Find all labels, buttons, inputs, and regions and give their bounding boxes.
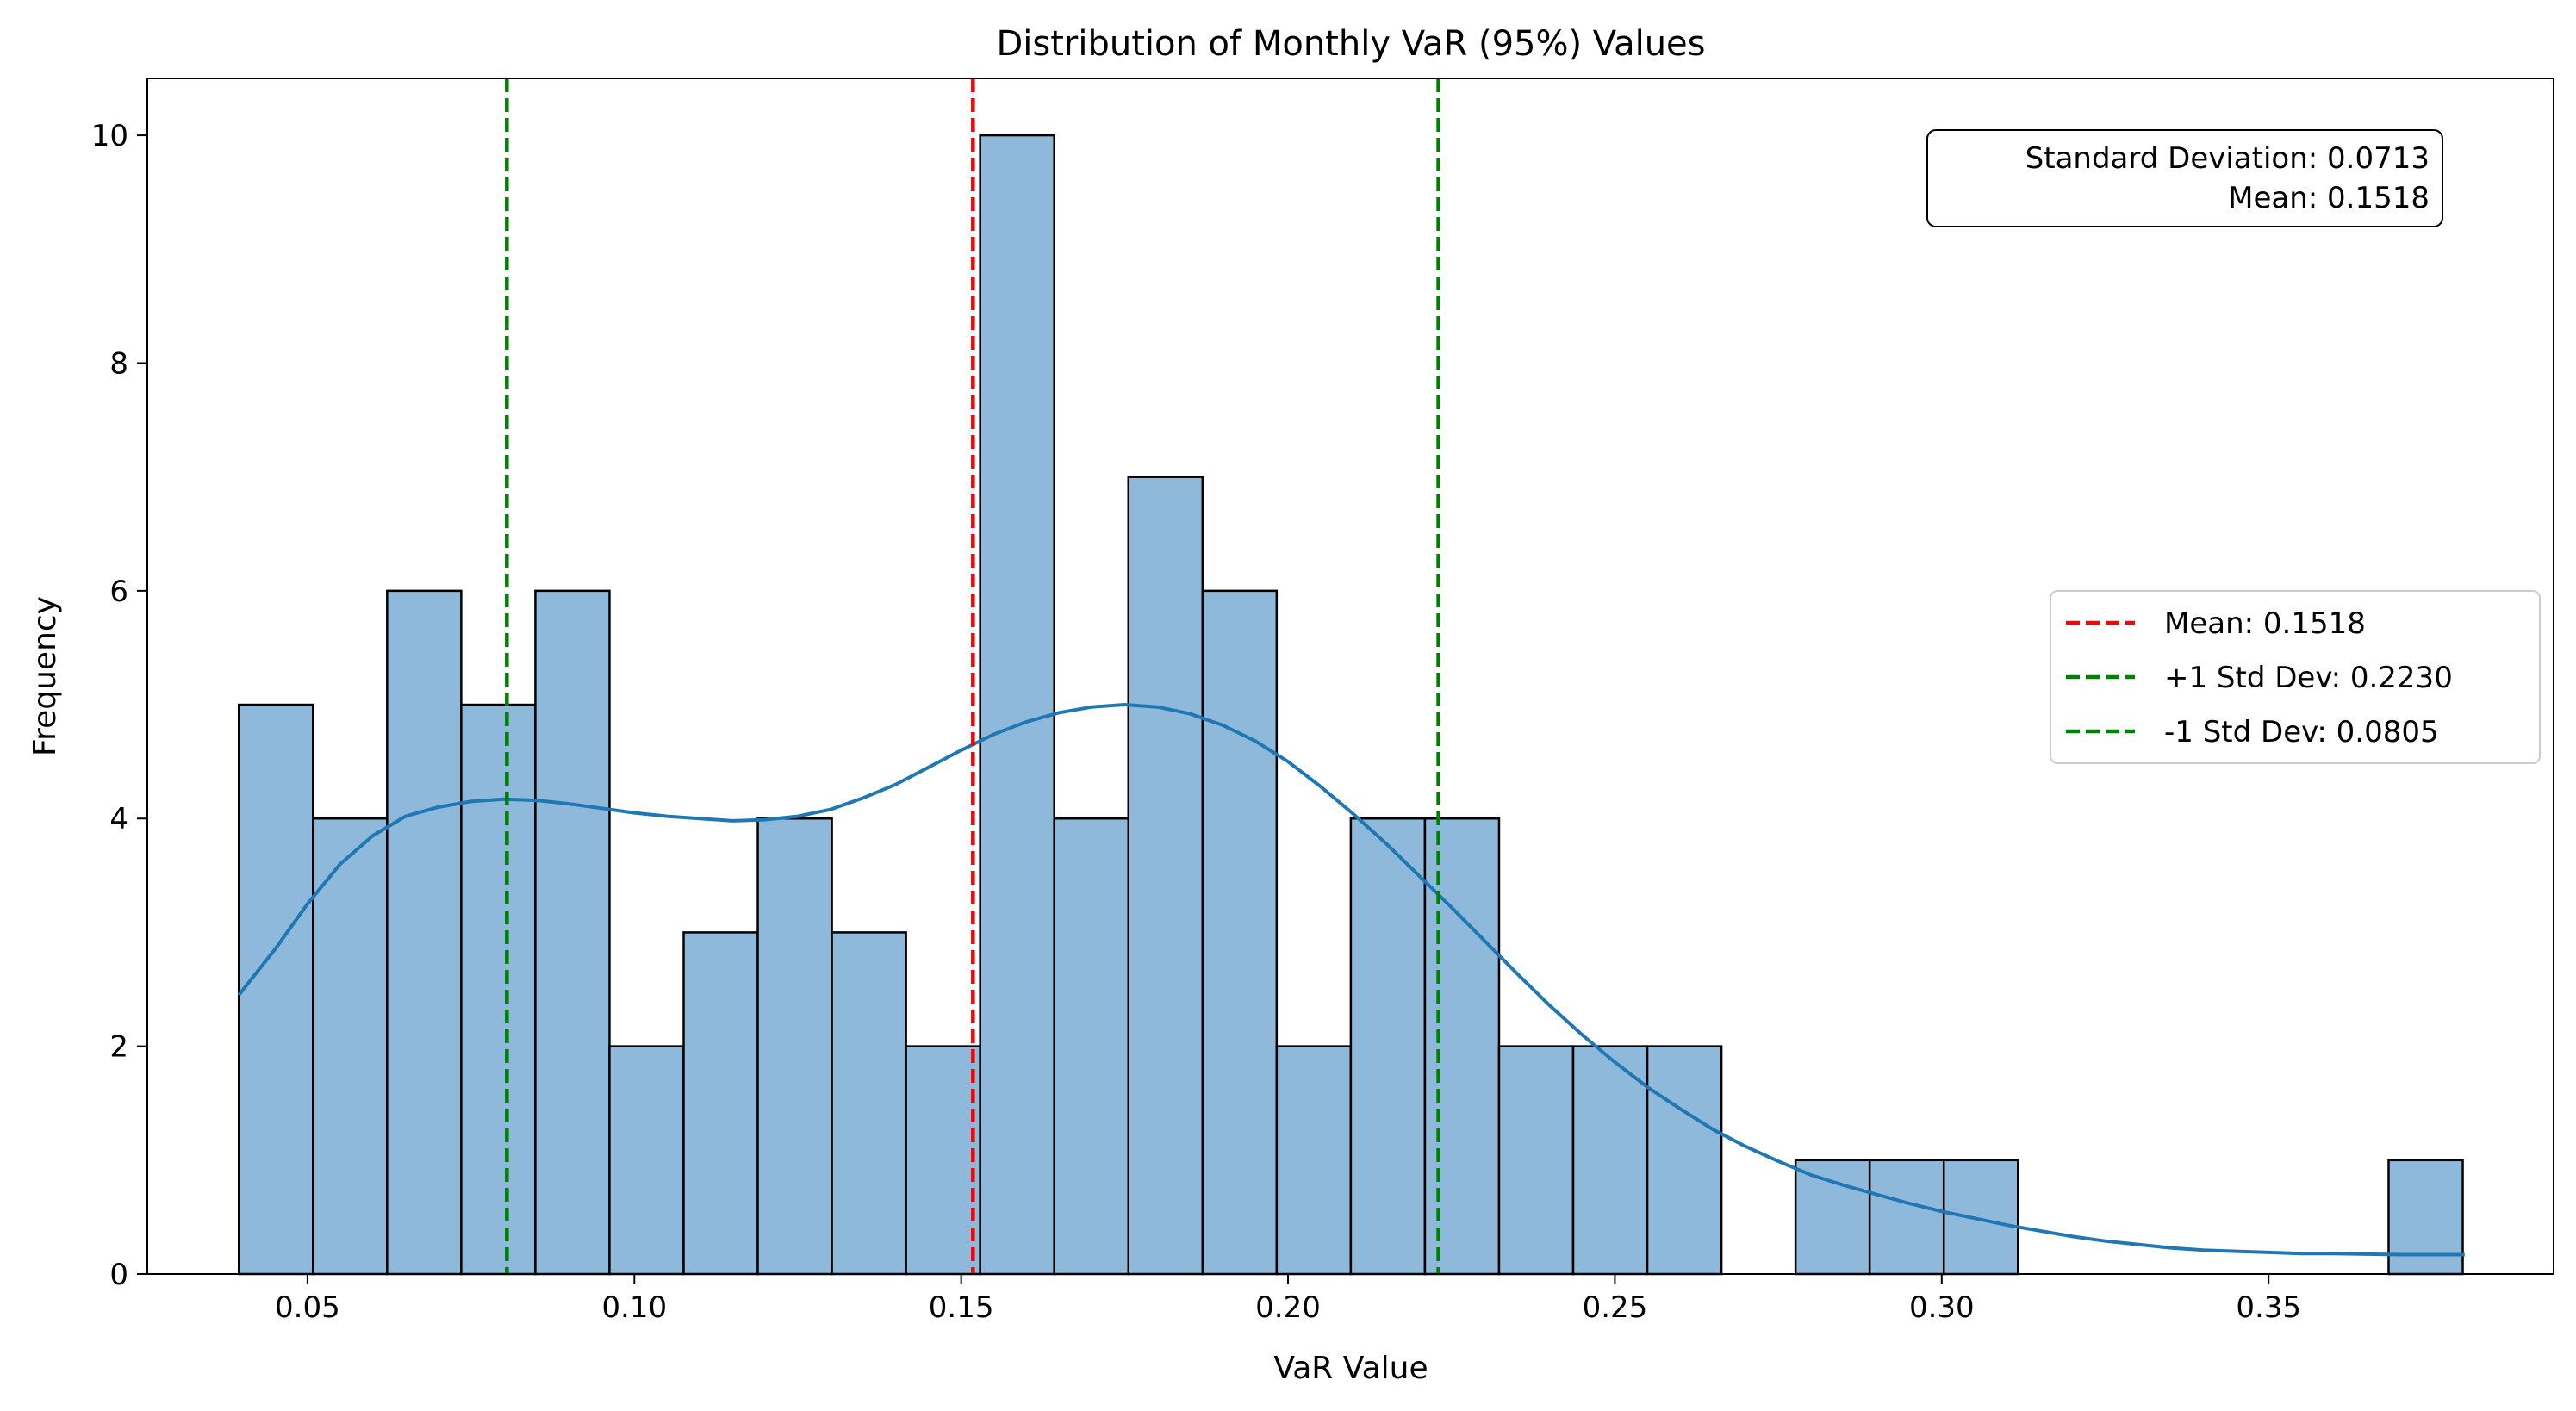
histogram-bar bbox=[534, 589, 611, 1276]
histogram-bar bbox=[1275, 1045, 1353, 1276]
histogram-bar bbox=[312, 817, 389, 1276]
histogram-bar bbox=[682, 931, 759, 1276]
x-tick-label: 0.05 bbox=[275, 1290, 340, 1325]
x-tick-label: 0.10 bbox=[601, 1290, 667, 1325]
x-tick-label: 0.20 bbox=[1255, 1290, 1321, 1325]
y-axis-label: Frequency bbox=[28, 596, 63, 756]
y-tick-label: 2 bbox=[109, 1030, 128, 1065]
reference-lines bbox=[505, 78, 1440, 1274]
histogram-bar bbox=[1423, 817, 1501, 1276]
histogram-bar bbox=[1942, 1159, 2019, 1276]
histogram-bar bbox=[608, 1045, 685, 1276]
legend-label: -1 Std Dev: 0.0805 bbox=[2164, 715, 2439, 749]
chart-title: Distribution of Monthly VaR (95%) Values bbox=[996, 24, 1705, 64]
histogram-bar bbox=[831, 931, 907, 1276]
stats-mean-text: Mean: 0.1518 bbox=[2228, 181, 2430, 215]
x-tick-label: 0.25 bbox=[1583, 1290, 1648, 1325]
x-axis-ticks: 0.05 0.10 0.15 0.20 0.25 0.30 0.35 bbox=[275, 1274, 2301, 1325]
x-tick-label: 0.15 bbox=[929, 1290, 994, 1325]
histogram-bar bbox=[979, 134, 1055, 1276]
histogram-bar bbox=[1349, 817, 1427, 1276]
y-tick-label: 8 bbox=[109, 346, 128, 381]
x-tick-label: 0.30 bbox=[1909, 1290, 1975, 1325]
histogram-bar bbox=[1646, 1045, 1723, 1276]
histogram-bar bbox=[1201, 589, 1279, 1276]
y-axis-ticks: 0 2 4 6 8 10 bbox=[91, 119, 147, 1292]
stats-box: Standard Deviation: 0.0713 Mean: 0.1518 bbox=[1926, 129, 2443, 227]
histogram-bar bbox=[1053, 817, 1129, 1276]
histogram-bar bbox=[756, 817, 833, 1276]
histogram-bar bbox=[905, 1045, 981, 1276]
histogram-bar bbox=[1794, 1159, 1871, 1276]
stats-box-frame bbox=[1926, 129, 2443, 227]
histogram-bar bbox=[1868, 1159, 1945, 1276]
kde-curve-group bbox=[237, 702, 2465, 1257]
plot-area-frame bbox=[146, 78, 2554, 1275]
x-tick-label: 0.35 bbox=[2236, 1290, 2301, 1325]
legend-frame bbox=[2050, 590, 2541, 764]
histogram-bar bbox=[1571, 1045, 1649, 1276]
histogram-bar bbox=[1127, 476, 1204, 1276]
y-tick-label: 4 bbox=[109, 802, 128, 836]
x-axis-label: VaR Value bbox=[1273, 1351, 1428, 1386]
y-tick-label: 10 bbox=[91, 119, 128, 153]
stats-std-dev-text: Standard Deviation: 0.0713 bbox=[2025, 141, 2430, 176]
histogram-bar bbox=[1497, 1045, 1575, 1276]
histogram-bar bbox=[386, 589, 463, 1276]
legend-label: +1 Std Dev: 0.2230 bbox=[2164, 661, 2453, 695]
legend: Mean: 0.1518 +1 Std Dev: 0.2230 -1 Std Dev… bbox=[2050, 590, 2541, 764]
histogram-bars bbox=[237, 134, 2464, 1276]
legend-label: Mean: 0.1518 bbox=[2164, 606, 2366, 641]
histogram-bar bbox=[2387, 1159, 2464, 1276]
histogram-bar bbox=[460, 703, 537, 1276]
histogram-bar bbox=[237, 703, 314, 1276]
y-tick-label: 0 bbox=[109, 1258, 128, 1292]
kde-curve bbox=[237, 702, 2465, 1257]
y-tick-label: 6 bbox=[109, 575, 128, 609]
